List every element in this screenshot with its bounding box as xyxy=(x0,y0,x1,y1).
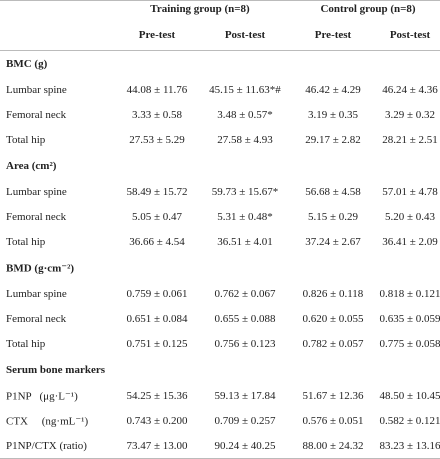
cell-value: 36.51 ± 4.01 xyxy=(217,236,273,248)
cell-value: 83.23 ± 13.16 xyxy=(379,440,440,452)
cell-value: 0.759 ± 0.061 xyxy=(126,288,188,300)
row-label: Femoral neck xyxy=(6,313,67,325)
row-label: Total hip xyxy=(6,134,46,146)
section-title: BMC (g) xyxy=(6,58,48,70)
cell-value: 46.42 ± 4.29 xyxy=(305,84,361,96)
cell-value: 5.31 ± 0.48* xyxy=(217,211,273,223)
group-header: Control group (n=8) xyxy=(320,3,416,15)
cell-value: 0.709 ± 0.257 xyxy=(214,415,276,427)
cell-value: 0.762 ± 0.067 xyxy=(214,288,276,300)
cell-value: 0.818 ± 0.121 xyxy=(379,288,440,300)
cell-value: 37.24 ± 2.67 xyxy=(305,236,361,248)
section-title: BMD (g·cm⁻²) xyxy=(6,262,75,275)
cell-value: 56.68 ± 4.58 xyxy=(305,186,361,198)
cell-value: 88.00 ± 24.32 xyxy=(302,440,364,452)
cell-value: 5.15 ± 0.29 xyxy=(307,211,359,223)
column-header: Post-test xyxy=(224,29,266,41)
cell-value: 0.655 ± 0.088 xyxy=(214,313,276,325)
row-label: Total hip xyxy=(6,236,46,248)
cell-value: 27.53 ± 5.29 xyxy=(129,134,185,146)
top-rule xyxy=(0,0,440,1)
cell-value: 48.50 ± 10.45 xyxy=(379,390,440,402)
header-rule xyxy=(0,50,440,51)
row-label: P1NP (μg·L⁻¹) xyxy=(6,390,78,403)
cell-value: 0.826 ± 0.118 xyxy=(302,288,364,300)
cell-value: 0.635 ± 0.059 xyxy=(379,313,440,325)
cell-value: 90.24 ± 40.25 xyxy=(214,440,276,452)
cell-value: 0.582 ± 0.121 xyxy=(379,415,440,427)
cell-value: 27.58 ± 4.93 xyxy=(217,134,273,146)
cell-value: 0.576 ± 0.051 xyxy=(302,415,364,427)
section-title: Area (cm²) xyxy=(6,160,57,172)
cell-value: 29.17 ± 2.82 xyxy=(305,134,361,146)
cell-value: 36.66 ± 4.54 xyxy=(129,236,185,248)
cell-value: 57.01 ± 4.78 xyxy=(382,186,438,198)
cell-value: 0.756 ± 0.123 xyxy=(214,338,276,350)
cell-value: 0.775 ± 0.058 xyxy=(379,338,440,350)
cell-value: 46.24 ± 4.36 xyxy=(382,84,438,96)
cell-value: 3.48 ± 0.57* xyxy=(217,109,273,121)
cell-value: 73.47 ± 13.00 xyxy=(126,440,188,452)
cell-value: 0.751 ± 0.125 xyxy=(126,338,188,350)
row-label: Femoral neck xyxy=(6,211,67,223)
column-header: Pre-test xyxy=(314,29,352,41)
column-header: Pre-test xyxy=(138,29,176,41)
row-label: Lumbar spine xyxy=(6,84,67,96)
cell-value: 59.13 ± 17.84 xyxy=(214,390,276,402)
row-label: CTX (ng·mL⁻¹) xyxy=(6,415,89,428)
row-label: P1NP/CTX (ratio) xyxy=(6,440,87,452)
cell-value: 44.08 ± 11.76 xyxy=(126,84,188,96)
cell-value: 45.15 ± 11.63*# xyxy=(209,84,281,96)
cell-value: 28.21 ± 2.51 xyxy=(382,134,438,146)
cell-value: 0.782 ± 0.057 xyxy=(302,338,364,350)
section-title: Serum bone markers xyxy=(6,364,105,376)
cell-value: 5.05 ± 0.47 xyxy=(131,211,183,223)
cell-value: 3.29 ± 0.32 xyxy=(384,109,436,121)
cell-value: 0.620 ± 0.055 xyxy=(302,313,364,325)
cell-value: 51.67 ± 12.36 xyxy=(302,390,364,402)
cell-value: 5.20 ± 0.43 xyxy=(384,211,436,223)
cell-value: 58.49 ± 15.72 xyxy=(126,186,188,198)
row-label: Lumbar spine xyxy=(6,288,67,300)
row-label: Lumbar spine xyxy=(6,186,67,198)
cell-value: 54.25 ± 15.36 xyxy=(126,390,188,402)
row-label: Femoral neck xyxy=(6,109,67,121)
row-label: Total hip xyxy=(6,338,46,350)
cell-value: 59.73 ± 15.67* xyxy=(211,186,279,198)
cell-value: 3.33 ± 0.58 xyxy=(131,109,183,121)
column-header: Post-test xyxy=(389,29,431,41)
group-header: Training group (n=8) xyxy=(150,3,250,15)
cell-value: 0.743 ± 0.200 xyxy=(126,415,188,427)
cell-value: 0.651 ± 0.084 xyxy=(126,313,188,325)
cell-value: 36.41 ± 2.09 xyxy=(382,236,438,248)
cell-value: 3.19 ± 0.35 xyxy=(307,109,359,121)
